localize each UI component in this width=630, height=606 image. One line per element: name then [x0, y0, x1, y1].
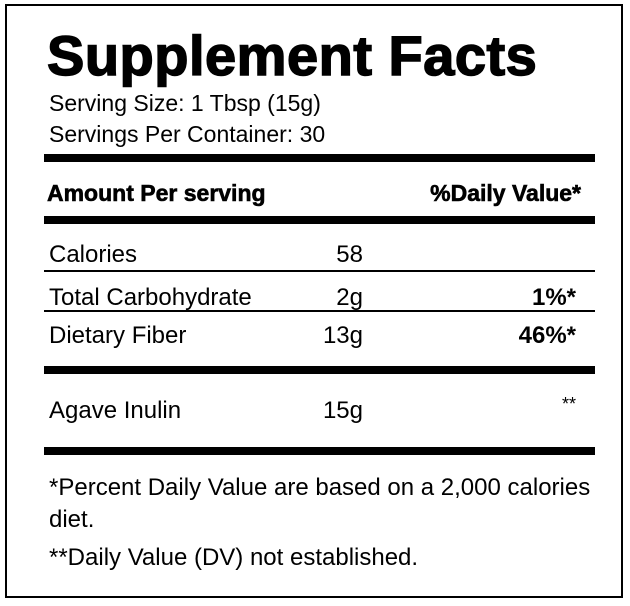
nutrient-amount: 58: [336, 241, 363, 268]
nutrient-amount: 15g: [322, 397, 363, 424]
daily-value: **: [561, 394, 576, 414]
nutrient-name: Calories: [49, 241, 138, 268]
divider: [44, 447, 595, 455]
row-divider: [44, 270, 595, 272]
facts-panel: Supplement Facts Serving Size: 1 Tbsp (1…: [5, 4, 623, 598]
divider: [44, 216, 595, 224]
nutrient-amount: 2g: [336, 284, 363, 311]
row-divider: [44, 310, 595, 312]
daily-value: 46%*: [518, 322, 576, 349]
daily-value: 1%*: [531, 284, 576, 311]
footnote: *Percent Daily Value are based on a 2,00…: [49, 474, 591, 533]
nutrient-amount: 13g: [322, 322, 363, 349]
divider: [44, 154, 595, 162]
nutrient-name: Total Carbohydrate: [49, 284, 252, 311]
serving-size: Serving Size: 1 Tbsp (15g): [49, 90, 321, 116]
column-header: %Daily Value*: [430, 180, 581, 206]
divider: [44, 366, 595, 374]
nutrient-name: Dietary Fiber: [49, 322, 187, 349]
title: Supplement Facts: [46, 24, 538, 87]
column-header: Amount Per serving: [47, 180, 266, 206]
servings-per-container: Servings Per Container: 30: [49, 121, 326, 147]
footnote: **Daily Value (DV) not established.: [49, 544, 419, 571]
nutrient-name: Agave Inulin: [49, 397, 182, 424]
